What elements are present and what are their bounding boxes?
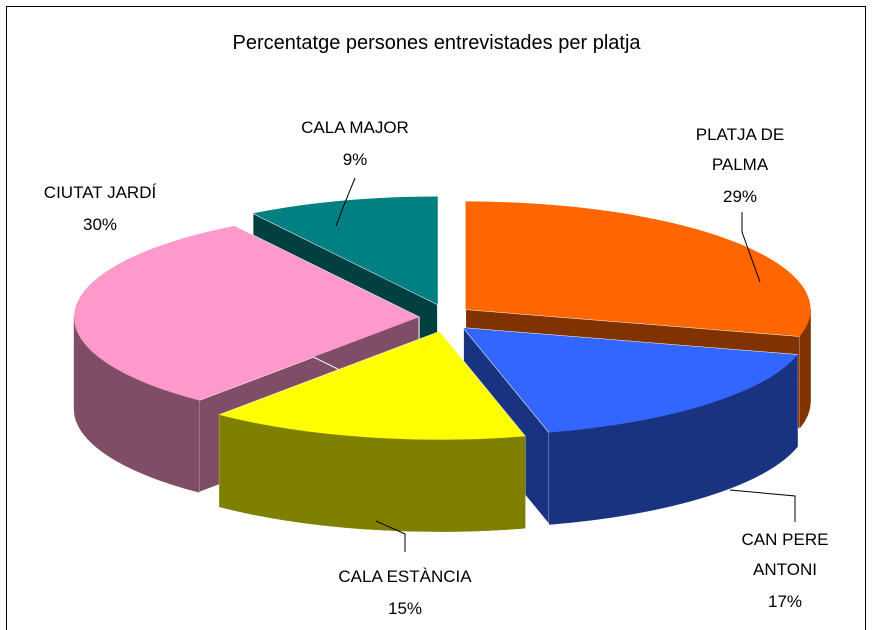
- slice-value-label: 17%: [767, 592, 803, 611]
- leader-line: [375, 520, 406, 552]
- slice: [74, 225, 420, 401]
- slice-value-label: 15%: [387, 599, 423, 618]
- slice-label: CAN PERE ANTONI: [741, 530, 829, 579]
- slice-value-label: 30%: [82, 215, 118, 234]
- leader-line: [729, 489, 796, 522]
- leader-line: [741, 212, 761, 283]
- chart-title: Percentatge persones entrevistades per p…: [232, 32, 641, 54]
- slice-label: CALA ESTÀNCIA: [338, 567, 472, 586]
- slice-value-label: 9%: [342, 150, 368, 169]
- slice-label: PLATJA DE PALMA: [695, 125, 785, 174]
- leader-line: [335, 177, 356, 227]
- slice: [219, 331, 526, 440]
- slice: [465, 201, 811, 337]
- slice-value-label: 29%: [722, 187, 758, 206]
- slice: [463, 327, 798, 433]
- slice-label: CALA MAJOR: [301, 118, 409, 137]
- slice-label: CIUTAT JARDÍ: [43, 183, 157, 202]
- slice: [252, 196, 438, 305]
- chart-frame: [6, 6, 866, 630]
